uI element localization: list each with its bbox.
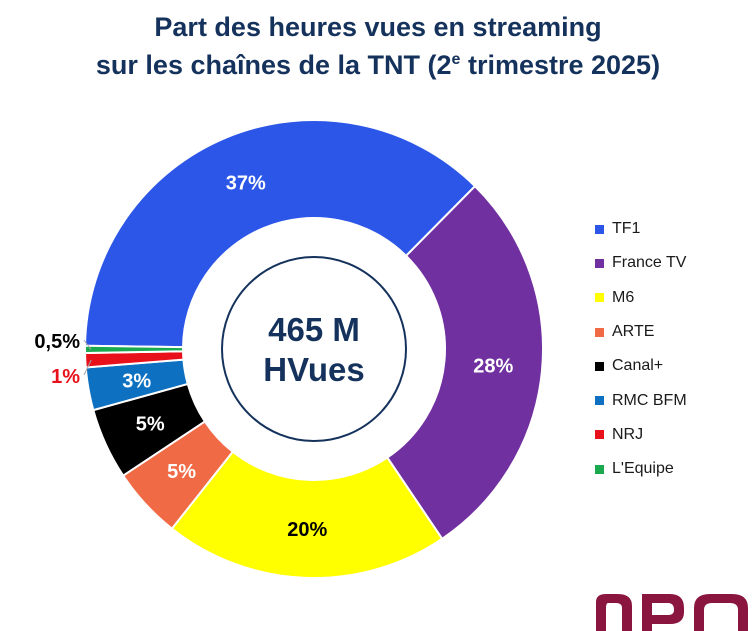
slice-tf1 [84,119,477,349]
legend-item: NRJ [595,418,687,452]
title-line-2: sur les chaînes de la TNT (2e trimestre … [0,46,756,84]
npa-logo-icon [596,594,748,631]
data-label: 1% [51,366,80,388]
legend-swatch [595,464,604,474]
legend-item: M6 [595,281,687,315]
data-label: 5% [167,461,196,483]
legend-label: Canal+ [612,357,664,375]
legend-item: France TV [595,246,687,280]
legend: TF1 France TV M6 ARTE Canal+ RMC BFM NRJ L'Equi… [595,212,687,486]
title-line-2-start: sur les chaînes de la TNT (2 [95,50,452,80]
center-value: 465 M [268,311,360,348]
legend-label: ARTE [612,323,655,341]
slice-m6 [170,450,444,579]
legend-item: TF1 [595,212,687,246]
chart-title: Part des heures vues en streaming sur le… [0,8,756,84]
npa-logo [592,588,756,631]
center-ring [221,256,407,442]
data-label: 5% [136,414,165,436]
legend-swatch [595,396,604,406]
data-labels: 37% 28% 20% 5% 5% 3% 1% 0,5% [34,172,513,540]
center-unit: HVues [263,351,364,388]
legend-item: L'Equipe [595,452,687,486]
legend-swatch [595,293,604,303]
data-label: 3% [122,370,151,392]
data-label: 20% [287,519,327,541]
legend-label: TF1 [612,220,641,238]
data-label: 28% [473,356,513,378]
legend-swatch [595,224,604,234]
title-line-2-end: trimestre 2025) [460,50,661,80]
legend-label: RMC BFM [612,391,687,409]
leader-line [83,359,92,376]
legend-item: Canal+ [595,349,687,383]
slice-france-tv [385,184,544,541]
legend-label: NRJ [612,425,644,443]
legend-label: L'Equipe [612,460,674,478]
legend-item: RMC BFM [595,383,687,417]
donut-slices [84,119,544,579]
title-superscript: e [451,51,461,68]
legend-label: M6 [612,288,635,306]
slice-l-equipe [84,344,185,355]
legend-swatch [595,327,604,337]
data-label: 37% [226,172,266,194]
data-label: 0,5% [34,331,80,353]
legend-swatch [595,430,604,440]
legend-item: ARTE [595,315,687,349]
legend-swatch [595,258,604,268]
leader-lines [83,339,92,376]
legend-swatch [595,361,604,371]
title-line-1: Part des heures vues en streaming [154,12,602,42]
leader-line [83,339,92,350]
legend-label: France TV [612,254,687,272]
